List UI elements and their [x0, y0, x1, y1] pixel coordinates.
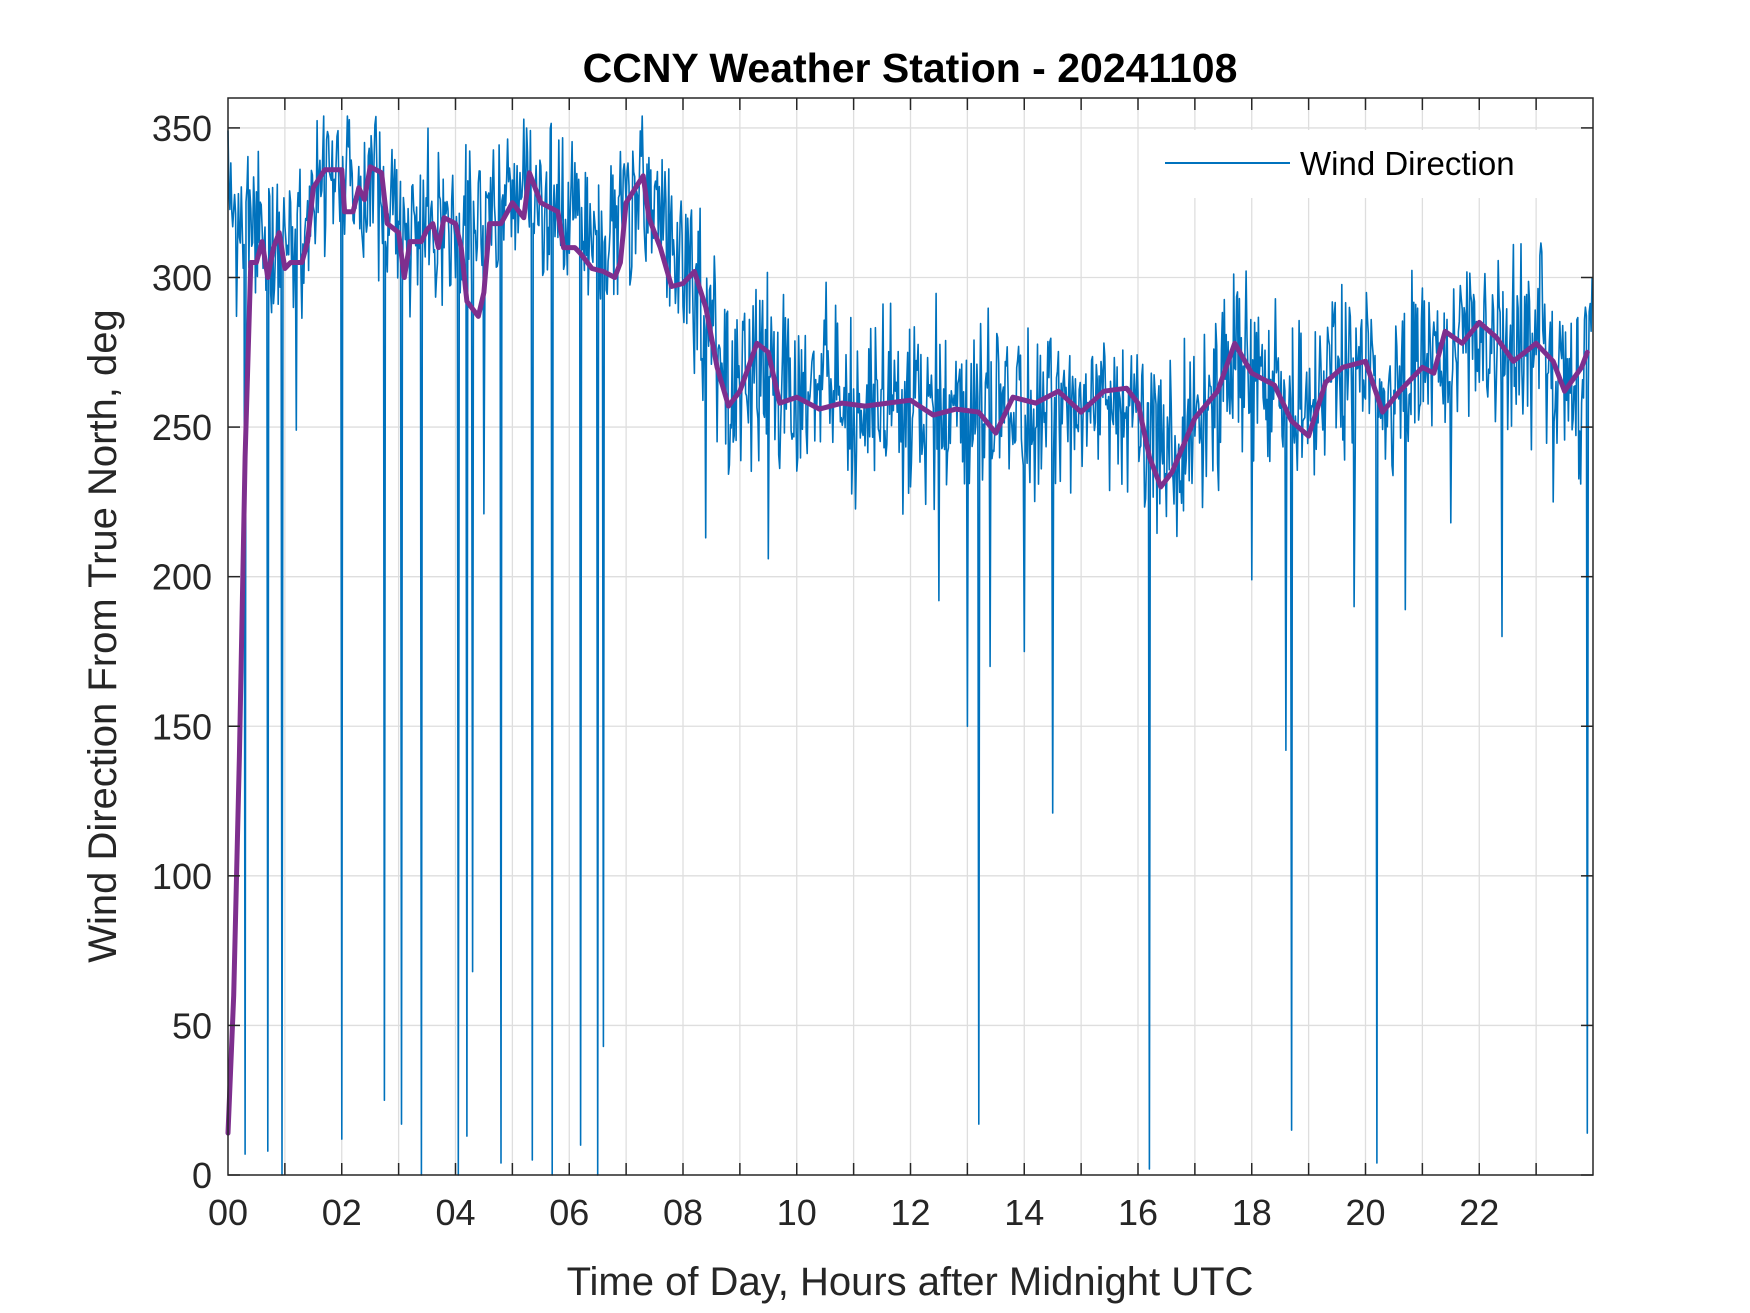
- legend-label-wind-direction: Wind Direction: [1300, 145, 1515, 182]
- y-tick-label: 200: [152, 557, 212, 598]
- x-tick-label: 20: [1345, 1192, 1385, 1233]
- axis-ticks: [228, 98, 1593, 1176]
- x-tick-label: 00: [208, 1192, 248, 1233]
- x-tick-label: 04: [435, 1192, 475, 1233]
- y-tick-labels: 0 50 100 150 200 250 300 350: [152, 108, 212, 1196]
- y-tick-label: 300: [152, 258, 212, 299]
- x-tick-label: 10: [777, 1192, 817, 1233]
- x-tick-label: 02: [322, 1192, 362, 1233]
- y-tick-label: 250: [152, 407, 212, 448]
- x-tick-label: 06: [549, 1192, 589, 1233]
- x-axis-label: Time of Day, Hours after Midnight UTC: [567, 1260, 1254, 1304]
- x-tick-label: 12: [890, 1192, 930, 1233]
- y-tick-label: 350: [152, 108, 212, 149]
- y-axis-label: Wind Direction From True North, deg: [81, 309, 125, 963]
- moving-average-series: [225, 164, 1590, 1136]
- x-tick-label: 08: [663, 1192, 703, 1233]
- x-tick-label: 16: [1118, 1192, 1158, 1233]
- x-tick-labels: 00 02 04 06 08 10 12 14 16 18 20 22: [208, 1192, 1499, 1233]
- moving-average-line: [225, 164, 1590, 1136]
- y-tick-label: 100: [152, 856, 212, 897]
- grid-lines: [228, 98, 1593, 1175]
- x-tick-label: 14: [1004, 1192, 1044, 1233]
- y-tick-label: 0: [192, 1155, 212, 1196]
- y-tick-label: 50: [172, 1005, 212, 1046]
- x-tick-label: 18: [1232, 1192, 1272, 1233]
- chart-title: CCNY Weather Station - 20241108: [583, 45, 1238, 91]
- y-tick-label: 150: [152, 706, 212, 747]
- x-tick-label: 22: [1459, 1192, 1499, 1233]
- wind-direction-series: [227, 115, 1593, 1176]
- legend: Wind Direction: [1150, 130, 1560, 198]
- wind-direction-line: [227, 115, 1593, 1176]
